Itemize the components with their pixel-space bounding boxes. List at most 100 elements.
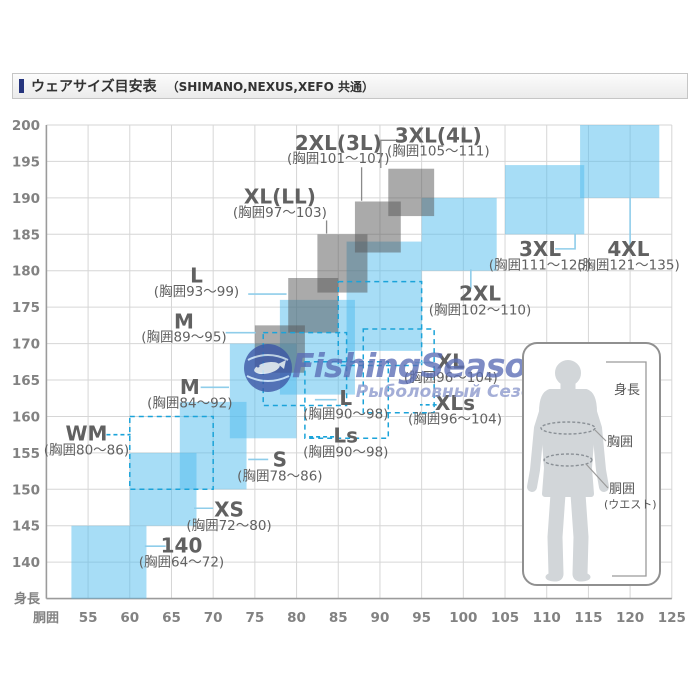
page-title-note: （SHIMANO,NEXUS,XEFO 共通） — [166, 79, 374, 94]
chest-measure-ellipse — [540, 421, 596, 435]
size-label-name: Ls — [333, 424, 358, 448]
size-label-range: (胸囲105～111) — [387, 144, 490, 160]
size-label-range: (胸囲90～98) — [303, 407, 388, 423]
figure-foot-left — [545, 572, 563, 582]
x-tick-label: 115 — [574, 610, 602, 626]
size-block-dashed-WM — [129, 415, 214, 491]
size-label-name: XL — [437, 349, 465, 373]
size-block-3XL — [505, 165, 585, 235]
size-labels: 140(胸囲64～72) XS(胸囲72～80) S(胸囲78～86) WM(胸囲80… — [44, 123, 680, 570]
figure-waist-label: 胴囲 — [609, 482, 635, 497]
x-tick-label: 95 — [412, 610, 431, 626]
x-tick-label: 80 — [287, 610, 306, 626]
figure-height-label: 身長 — [614, 382, 640, 398]
size-label-range: (胸囲90～98) — [303, 445, 388, 461]
x-tick-label: 85 — [329, 610, 348, 626]
size-label-range: (胸囲89～95) — [141, 329, 226, 345]
figure-leg-right — [570, 486, 589, 582]
series-fitted — [254, 168, 435, 373]
x-tick-label: 90 — [371, 610, 390, 626]
size-label-range: (胸囲97～103) — [233, 205, 327, 221]
y-tick-label: 180 — [12, 264, 40, 280]
y-tick-label: 155 — [12, 446, 40, 462]
x-tick-label: 65 — [162, 610, 181, 626]
series-variant — [129, 280, 435, 491]
size-block-4XL — [580, 125, 660, 198]
size-label-name: 3XL — [519, 237, 561, 261]
size-label-name: M — [174, 309, 194, 333]
y-tick-label: 195 — [12, 154, 40, 170]
size-label-name: 2XL — [459, 282, 501, 306]
waist-measure-ellipse — [543, 453, 593, 467]
waist-label-connector — [585, 463, 609, 489]
title-accent-bar — [19, 79, 24, 93]
size-label-name: 140 — [161, 534, 203, 558]
size-label-range: (胸囲121～135) — [577, 257, 680, 273]
y-tick-label: 150 — [12, 482, 40, 498]
size-label-name: M — [180, 375, 200, 399]
size-label-range: (胸囲96～104) — [404, 370, 498, 386]
chest-label-connector — [594, 429, 607, 442]
size-label-name: S — [273, 448, 287, 472]
size-label-range: (胸囲101～107) — [287, 151, 390, 167]
size-label-name: XS — [214, 497, 244, 521]
x-tick-label: 55 — [79, 610, 98, 626]
size-label-name: 4XL — [607, 237, 649, 261]
figure-arm-right — [582, 391, 609, 492]
size-label-name: 3XL(4L) — [395, 123, 482, 147]
size-label-range: (胸囲78～86) — [237, 469, 322, 485]
x-tick-label: 70 — [204, 610, 223, 626]
globe-fish-eye — [256, 364, 260, 368]
size-label-range: (胸囲96～104) — [408, 412, 502, 428]
size-label-range: (胸囲111～125) — [489, 257, 592, 273]
size-label-name: XL(LL) — [244, 185, 316, 209]
label-connector — [380, 139, 404, 168]
figure-waist-sublabel: (ウエスト) — [604, 498, 657, 511]
figure-chest-label: 胸囲 — [607, 435, 633, 450]
globe-arc — [247, 354, 289, 361]
size-label-name: L — [190, 263, 203, 287]
globe-fish-body — [254, 361, 280, 375]
size-block-140 — [71, 525, 147, 599]
y-tick-label: 200 — [12, 118, 40, 134]
title-bar: ウェアサイズ目安表 （SHIMANO,NEXUS,XEFO 共通） — [12, 73, 688, 99]
y-axis-title: 身長 — [14, 591, 41, 607]
size-block-dashed-L — [262, 331, 348, 407]
y-tick-label: 185 — [12, 227, 40, 243]
globe-arc — [246, 375, 290, 382]
x-tick-label: 110 — [533, 610, 561, 626]
x-axis-title: 胴囲 — [33, 611, 59, 626]
watermark-subtitle: Рыболовный Сезон — [356, 382, 545, 402]
figure-foot-right — [573, 572, 591, 582]
y-tick-label: 165 — [12, 373, 40, 389]
size-label-name: 2XL(3L) — [295, 131, 382, 155]
size-block-dashed-XL — [337, 280, 423, 367]
x-tick-label: 125 — [658, 610, 686, 626]
x-tick-label: 100 — [449, 610, 477, 626]
x-tick-label: 75 — [245, 610, 264, 626]
y-tick-label: 175 — [12, 300, 40, 316]
size-label-range: (胸囲102～110) — [429, 302, 532, 318]
size-label-range: (胸囲80～86) — [44, 442, 129, 458]
y-tick-label: 145 — [12, 519, 40, 535]
size-block-dashed-XLs — [362, 328, 435, 414]
size-label-range: (胸囲84～92) — [147, 396, 232, 412]
size-label-range: (胸囲93～99) — [154, 284, 239, 300]
label-connector — [555, 233, 576, 250]
x-tick-label: 60 — [120, 610, 139, 626]
figure-arm-left — [527, 391, 554, 492]
y-tick-label: 170 — [12, 337, 40, 353]
x-tick-label: 120 — [616, 610, 644, 626]
size-block-3XL(4L) — [388, 168, 435, 217]
globe-fish-tail — [278, 360, 286, 369]
height-bracket — [606, 361, 647, 577]
human-figure — [527, 360, 609, 582]
page-title: ウェアサイズ目安表 — [31, 79, 157, 95]
x-tick-label: 105 — [491, 610, 519, 626]
size-label-name: L — [339, 386, 352, 410]
size-label-name: XLs — [435, 391, 475, 415]
y-tick-label: 160 — [12, 409, 40, 425]
